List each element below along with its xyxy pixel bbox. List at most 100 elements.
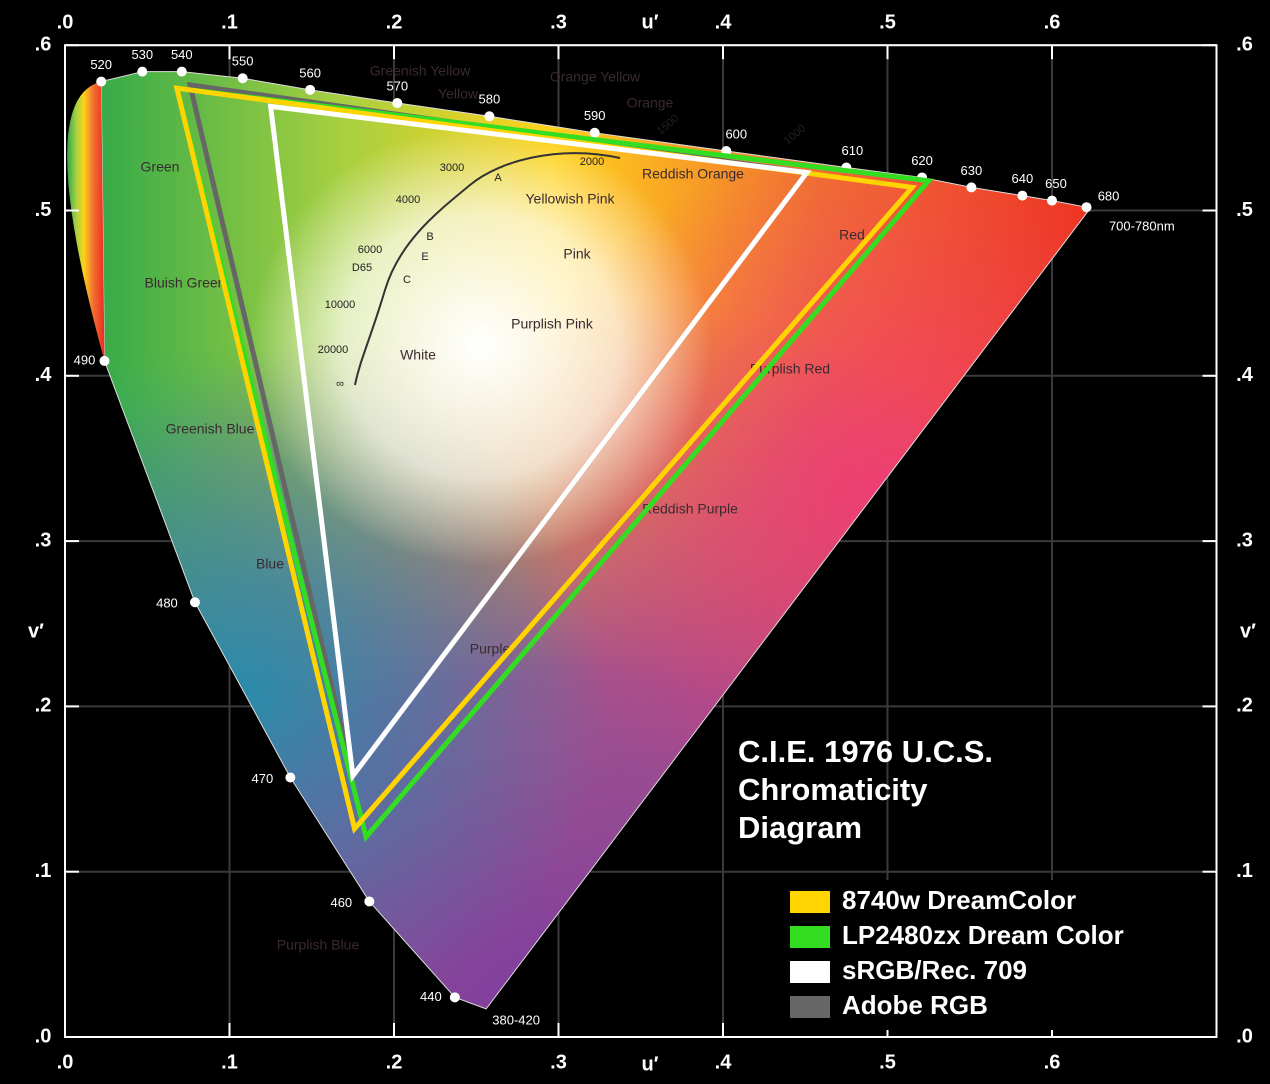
- wavelength-label: 640: [1012, 171, 1034, 186]
- locus-edge: [67, 81, 105, 361]
- wavelength-label: 650: [1045, 176, 1067, 191]
- y-tick-label: .3: [1236, 529, 1253, 551]
- region-label: Orange Yellow: [550, 69, 641, 85]
- y-tick-label: .4: [1236, 364, 1254, 386]
- x-tick-label: .5: [879, 1051, 896, 1073]
- locus-point: [966, 182, 977, 193]
- y-tick-label: .1: [1236, 860, 1253, 882]
- locus-point: [1017, 190, 1028, 201]
- region-label: Reddish Purple: [642, 501, 738, 517]
- wavelength-label: 550: [232, 54, 254, 69]
- planckian-label: ∞: [336, 378, 344, 390]
- locus-point: [189, 597, 200, 608]
- planckian-label: 1000: [782, 122, 808, 147]
- x-tick-label: .5: [879, 11, 896, 33]
- region-label: Purple: [470, 641, 511, 657]
- locus-point: [1047, 195, 1057, 206]
- locus-point: [364, 896, 375, 907]
- y-tick-label: .5: [35, 199, 52, 221]
- illuminant-label: D65: [352, 262, 372, 274]
- wavelength-label: 570: [386, 78, 408, 93]
- y-tick-label: .4: [35, 364, 53, 386]
- legend-label: sRGB/Rec. 709: [842, 955, 1027, 985]
- legend-swatch: [790, 961, 830, 983]
- illuminant-label: C: [403, 274, 411, 286]
- legend-swatch: [790, 891, 830, 913]
- x-tick-label: .0: [57, 11, 74, 33]
- wavelength-label: 530: [131, 47, 153, 62]
- legend-box: [775, 880, 1207, 1030]
- planckian-label: 20000: [318, 344, 349, 356]
- x-axis-label: u′: [641, 11, 658, 33]
- planckian-label: 10000: [325, 299, 356, 311]
- region-label: Yellow: [438, 86, 479, 102]
- region-label: Purplish Pink: [511, 316, 594, 332]
- wavelength-label: 630: [961, 163, 983, 178]
- x-tick-label: .1: [221, 11, 238, 33]
- locus-point: [237, 73, 248, 84]
- planckian-label: 6000: [358, 244, 382, 256]
- y-tick-label: .2: [35, 695, 52, 717]
- x-axis-label: u′: [641, 1053, 658, 1075]
- region-label: Bluish Green: [145, 275, 226, 291]
- x-tick-label: .4: [715, 11, 733, 33]
- legend-swatch: [790, 996, 830, 1018]
- locus-point: [285, 772, 296, 783]
- wavelength-label: 580: [479, 92, 501, 107]
- legend-label: LP2480zx Dream Color: [842, 920, 1124, 950]
- y-tick-label: .0: [35, 1025, 52, 1047]
- planckian-label: 2000: [580, 156, 604, 168]
- x-tick-label: .6: [1044, 1051, 1061, 1073]
- locus-point: [589, 127, 600, 138]
- wavelength-label: 700-780nm: [1109, 218, 1175, 233]
- locus-point: [137, 66, 148, 77]
- wavelength-label: 380-420: [492, 1012, 540, 1027]
- region-label: Greenish Yellow: [370, 63, 471, 79]
- legend-label: 8740w DreamColor: [842, 885, 1076, 915]
- locus-point: [176, 66, 187, 77]
- wavelength-label: 540: [171, 47, 193, 62]
- locus-point: [1081, 202, 1092, 213]
- x-tick-label: .3: [550, 1051, 567, 1073]
- region-label: Greenish Blue: [166, 421, 255, 437]
- region-label: White: [400, 347, 436, 363]
- locus-point: [449, 992, 460, 1003]
- wavelength-label: 610: [842, 143, 864, 158]
- x-tick-label: .6: [1044, 11, 1061, 33]
- x-tick-label: .4: [715, 1051, 733, 1073]
- wavelength-label: 470: [252, 771, 274, 786]
- region-label: Orange: [627, 95, 674, 111]
- planckian-label: 1500: [655, 112, 681, 137]
- y-tick-label: .2: [1236, 695, 1253, 717]
- y-tick-label: .6: [1236, 33, 1253, 55]
- chart-title: C.I.E. 1976 U.C.S. Chromaticity Diagram: [738, 734, 993, 845]
- wavelength-label: 590: [584, 108, 606, 123]
- wavelength-label: 440: [420, 989, 442, 1004]
- locus-point: [484, 111, 495, 122]
- planckian-curve: [354, 152, 621, 386]
- y-axis-label: v′: [1240, 620, 1256, 642]
- x-tick-label: .3: [550, 11, 567, 33]
- y-tick-label: .3: [35, 529, 52, 551]
- region-label: Reddish Orange: [642, 166, 744, 182]
- illuminant-label: B: [426, 231, 433, 243]
- x-tick-label: .2: [386, 1051, 403, 1073]
- region-label: Green: [141, 159, 180, 175]
- region-label: Purplish Blue: [277, 937, 360, 953]
- legend-label: Adobe RGB: [842, 990, 988, 1020]
- region-label: Red: [839, 227, 865, 243]
- wavelength-label: 490: [74, 352, 96, 367]
- locus-point: [96, 76, 107, 87]
- wavelength-label: 460: [330, 895, 352, 910]
- region-label: Yellowish Pink: [526, 191, 616, 207]
- wavelength-label: 520: [90, 57, 112, 72]
- gamut-triangle: [173, 85, 934, 843]
- y-tick-label: .1: [35, 860, 52, 882]
- y-tick-label: .0: [1236, 1025, 1253, 1047]
- x-tick-label: .1: [221, 1051, 238, 1073]
- gamut-triangle: [267, 103, 812, 783]
- legend-swatch: [790, 926, 830, 948]
- illuminant-label: E: [421, 251, 428, 263]
